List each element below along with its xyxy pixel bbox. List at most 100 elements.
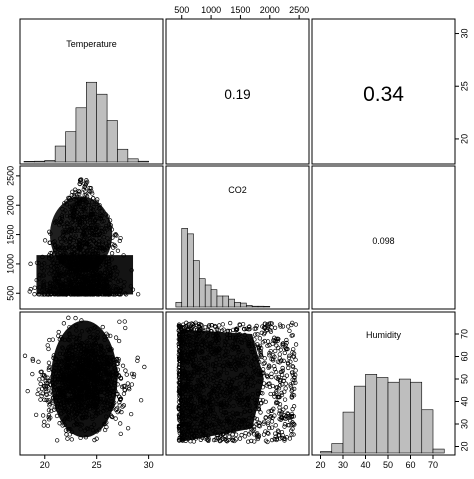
scatter-point [266, 363, 272, 368]
scatter-point [276, 345, 281, 350]
scatter-point [237, 436, 243, 441]
scatter-point [222, 434, 227, 439]
scatter-point [135, 358, 140, 363]
scatter-point [260, 367, 266, 372]
scatter-point [28, 261, 33, 266]
scatter-point [291, 432, 296, 437]
scatter-point [257, 424, 262, 429]
bottom-humidity-axis-tick-label: 50 [383, 460, 393, 470]
scatter-point [291, 351, 297, 356]
scatter-point [277, 433, 282, 438]
panel-frame-2-2 [311, 311, 456, 456]
scatter-point [257, 343, 263, 348]
histogram-bar-co2 [246, 305, 253, 308]
left-co2-axis-tick-label: 2500 [5, 166, 15, 186]
scatter-point [108, 333, 113, 339]
scatter-point [64, 432, 69, 437]
scatter-point [30, 371, 35, 377]
scatter-point [118, 431, 123, 436]
scatter-point [258, 410, 263, 415]
scatter-point [293, 368, 298, 373]
scatter-point [290, 364, 296, 370]
scatter-point [256, 406, 261, 412]
scatter-point [282, 424, 287, 429]
scatter-point [282, 438, 287, 443]
scatter-dense-core [50, 320, 118, 438]
scatter-point [267, 425, 272, 431]
bottom-humidity-axis-tick-label: 70 [428, 460, 438, 470]
scatter-point [123, 325, 128, 331]
scatter-point [290, 320, 295, 326]
scatter-point [136, 292, 141, 297]
scatter-point [113, 407, 119, 412]
scatter-point [292, 422, 297, 427]
histogram-bar-humidity [342, 411, 355, 454]
scatter-point [274, 389, 279, 394]
scatter-point [270, 341, 275, 346]
scatter-point [283, 381, 288, 386]
scatter-point [123, 368, 128, 373]
scatter-point [281, 412, 286, 418]
scatter-point [293, 342, 299, 347]
histogram-bar-humidity [432, 448, 445, 454]
histogram-bar-co2 [228, 298, 235, 308]
scatter-point [269, 425, 275, 430]
scatter-point [32, 285, 37, 290]
scatter-point [30, 358, 36, 363]
scatter-point [246, 432, 252, 437]
scatter-point [277, 402, 283, 407]
scatter-point [293, 322, 299, 327]
scatter-point [100, 324, 105, 330]
scatter-point [87, 185, 92, 191]
scatter-point [261, 432, 267, 437]
scatter-point [216, 435, 221, 441]
scatter-point [121, 391, 127, 396]
right-temperature-axis-tick-label: 20 [459, 134, 469, 144]
scatter-point [203, 324, 208, 330]
histogram-bar-co2 [257, 305, 265, 308]
scatter-point [290, 363, 295, 369]
scatter-point [286, 365, 291, 371]
histogram-bar-humidity [353, 385, 366, 454]
scatter-point [284, 346, 289, 351]
scatter-point [266, 409, 271, 414]
correlation-value-0-2: 0.34 [363, 83, 404, 106]
histogram-bar-co2 [234, 301, 241, 308]
scatter-point [282, 422, 288, 427]
scatter-point [265, 430, 270, 436]
histogram-bar-co2 [204, 284, 212, 308]
scatter-point [285, 412, 291, 417]
histogram-bar-co2 [240, 302, 247, 308]
scatter-point [129, 371, 135, 377]
scatter-point [272, 394, 277, 399]
histogram-bar-co2 [175, 301, 183, 308]
scatter-point [56, 329, 61, 335]
scatter-point [138, 398, 144, 403]
bottom-temperature-axis-tick-label: 20 [40, 460, 50, 470]
scatter-point [112, 242, 117, 247]
right-humidity-axis-tick-label: 60 [459, 351, 469, 361]
scatter-point [121, 403, 127, 408]
histogram-bar-temperature [44, 160, 56, 163]
scatter-point [279, 372, 285, 377]
scatter-point [265, 327, 270, 332]
scatter-point [204, 437, 210, 442]
scatter-point [242, 434, 248, 439]
scatter-point [42, 419, 47, 424]
scatter-point [92, 437, 97, 443]
scatter-point [287, 353, 292, 358]
scatter-point [73, 189, 78, 195]
scatter-point [269, 437, 275, 443]
scatter-point [48, 415, 53, 420]
scatter-point [291, 421, 296, 426]
scatter-point [281, 358, 286, 363]
scatter-point [258, 352, 264, 357]
scatter-point [291, 380, 296, 386]
scatter-point [118, 376, 124, 381]
scatter-point [55, 438, 60, 443]
right-temperature-axis-tick-label: 25 [459, 81, 469, 91]
scatter-point [268, 391, 273, 397]
scatter-point [124, 372, 129, 377]
scatter-point [120, 363, 126, 368]
